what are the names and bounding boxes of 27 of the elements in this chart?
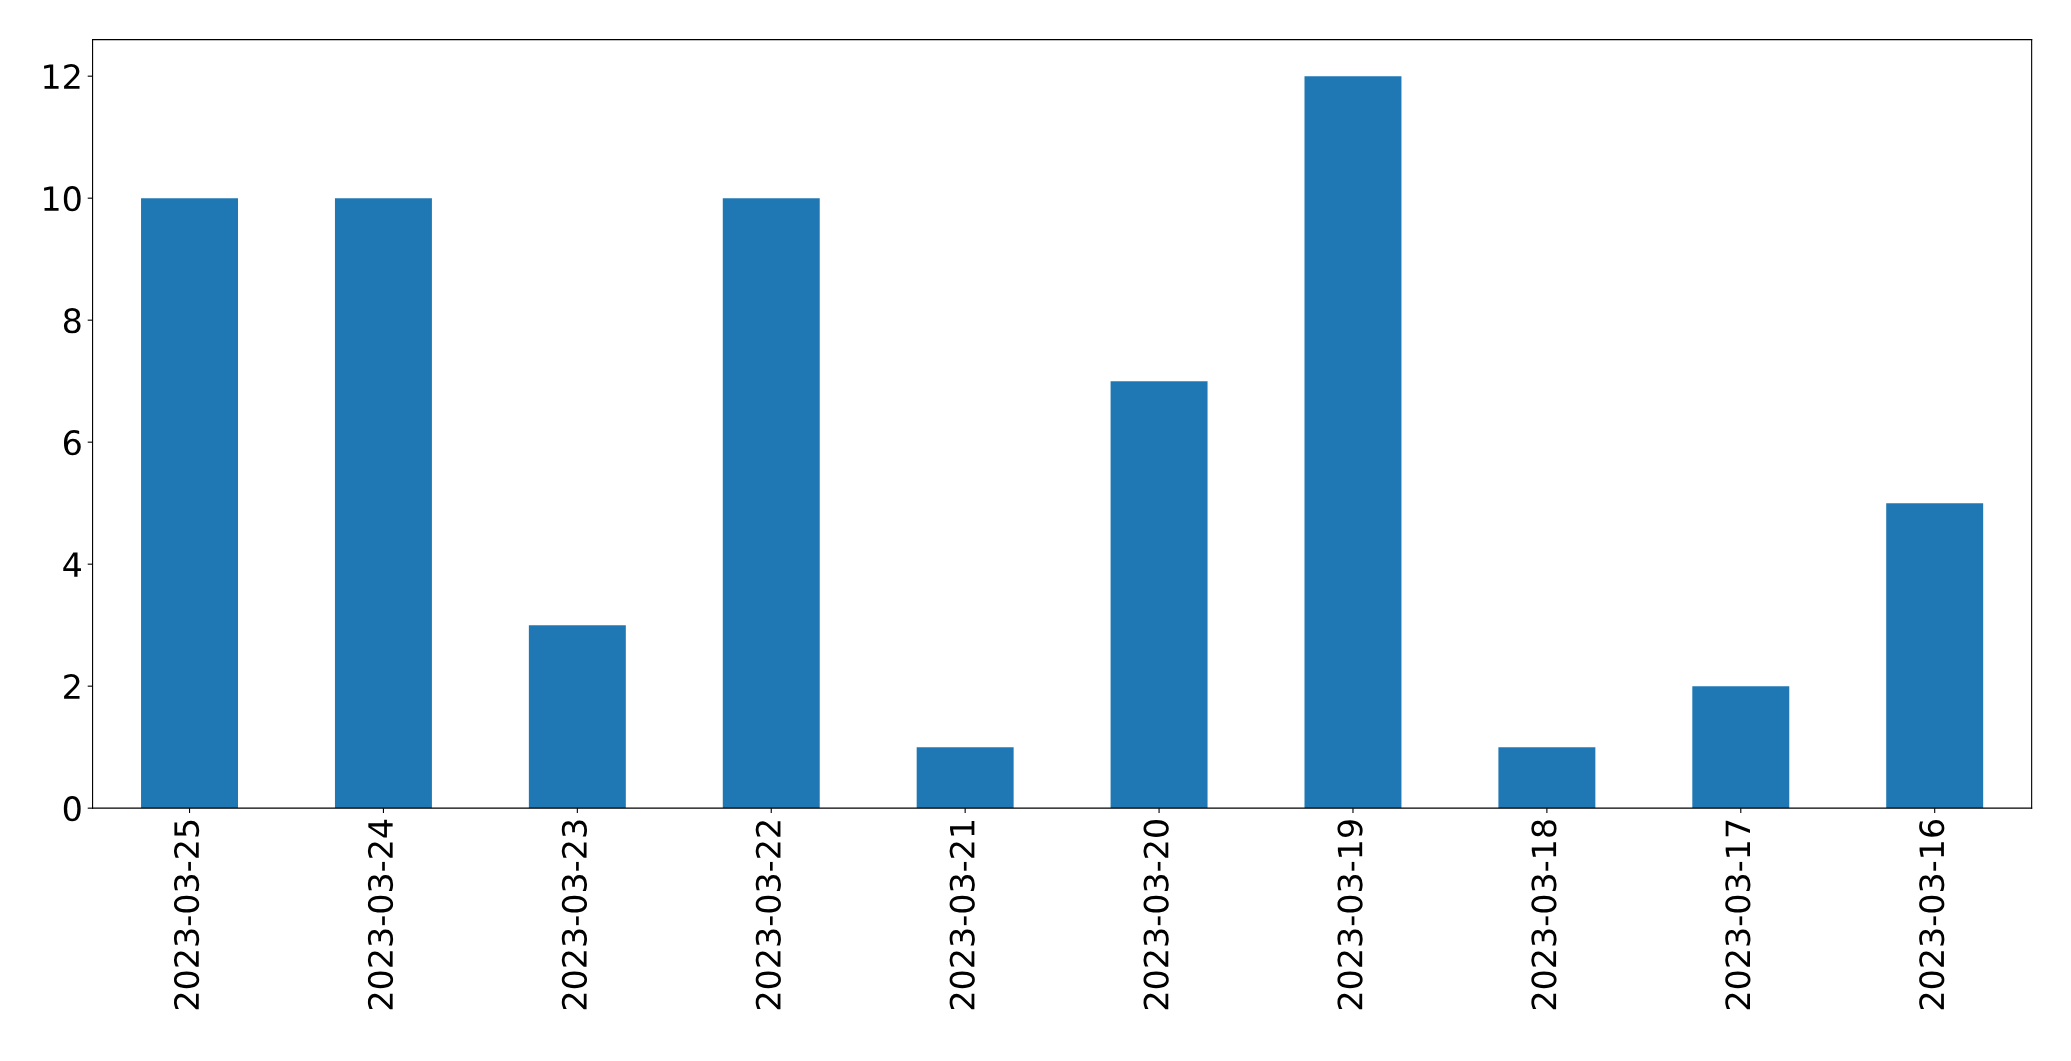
y-tick-label: 10 [44, 186, 81, 212]
y-tick-label: 6 [63, 430, 81, 456]
y-tick-label: 2 [64, 674, 80, 699]
bar [1304, 76, 1402, 809]
x-tick-label: 2023-03-18 [1531, 820, 1557, 1010]
x-tick-label: 2023-03-19 [1337, 820, 1363, 1010]
x-tick-label: 2023-03-23 [561, 820, 588, 1010]
x-tick-label: 2023-03-22 [755, 821, 781, 1010]
bar [916, 747, 1014, 809]
x-tick-label: 2023-03-20 [1143, 820, 1169, 1010]
bar [141, 198, 238, 809]
x-tick-label: 2023-03-25 [173, 820, 200, 1010]
y-tick-label: 12 [44, 64, 80, 89]
bar [528, 625, 626, 809]
bar [1886, 503, 1984, 809]
x-tick-label: 2023-03-16 [1919, 819, 1945, 1010]
x-tick-label: 2023-03-21 [949, 820, 975, 1010]
x-tick-label: 2023-03-17 [1725, 820, 1751, 1010]
y-tick-label: 4 [63, 552, 81, 577]
y-tick-label: 8 [63, 308, 81, 334]
y-tick-label: 0 [63, 796, 81, 822]
bar [334, 198, 432, 809]
bar [722, 198, 820, 809]
bar [1498, 747, 1596, 809]
bar [1110, 381, 1208, 809]
x-tick-label: 2023-03-24 [367, 819, 394, 1010]
bar [1692, 686, 1790, 809]
